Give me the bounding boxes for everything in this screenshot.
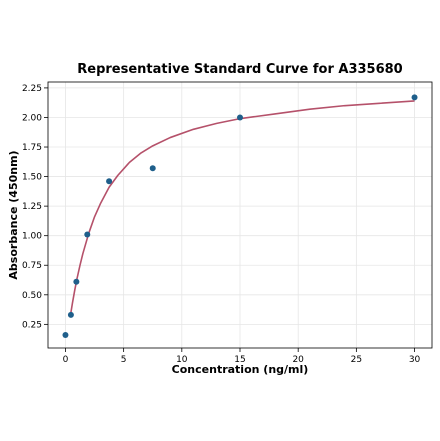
y-tick-label: 2.00 bbox=[22, 113, 42, 123]
x-tick-label: 20 bbox=[292, 355, 304, 365]
data-point bbox=[411, 94, 418, 101]
x-tick-label: 30 bbox=[409, 355, 421, 365]
data-point bbox=[84, 231, 91, 238]
x-tick-label: 15 bbox=[234, 355, 245, 365]
chart-title: Representative Standard Curve for A33568… bbox=[77, 62, 402, 77]
x-axis-label: Concentration (ng/ml) bbox=[172, 363, 309, 376]
y-tick-label: 1.50 bbox=[22, 173, 42, 183]
data-point bbox=[106, 178, 113, 185]
data-point bbox=[62, 331, 69, 338]
y-tick-label: 1.25 bbox=[22, 202, 42, 212]
y-tick-label: 1.75 bbox=[22, 143, 42, 153]
data-point bbox=[67, 311, 74, 318]
data-point bbox=[149, 165, 156, 172]
y-tick-label: 0.25 bbox=[22, 320, 42, 330]
y-tick-label: 0.50 bbox=[22, 291, 42, 301]
y-tick-label: 1.00 bbox=[22, 232, 42, 242]
x-tick-label: 5 bbox=[121, 355, 127, 365]
data-point bbox=[73, 278, 80, 285]
x-tick-label: 10 bbox=[176, 355, 188, 365]
y-tick-label: 2.25 bbox=[22, 84, 42, 94]
y-tick-label: 0.75 bbox=[22, 261, 42, 271]
grid-lines bbox=[48, 82, 432, 348]
fitted-curve bbox=[70, 100, 415, 313]
x-tick-label: 25 bbox=[351, 355, 362, 365]
data-point bbox=[237, 114, 243, 121]
fitted-curve-line bbox=[70, 100, 415, 313]
x-tick-label: 0 bbox=[63, 355, 69, 365]
y-axis-label: Absorbance (450nm) bbox=[7, 150, 20, 279]
y-axis: 0.25 0.50 0.75 1.00 1.25 1.50 1.75 2.00 2.25 bbox=[22, 84, 48, 330]
data-points bbox=[62, 94, 418, 338]
x-axis: 0 5 10 15 20 25 30 bbox=[63, 348, 421, 365]
